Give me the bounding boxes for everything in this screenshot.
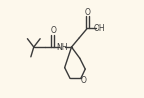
Text: O: O	[85, 8, 91, 17]
Text: OH: OH	[94, 24, 106, 33]
Text: O: O	[50, 26, 56, 35]
Text: NH: NH	[56, 43, 68, 52]
Text: O: O	[81, 76, 87, 85]
